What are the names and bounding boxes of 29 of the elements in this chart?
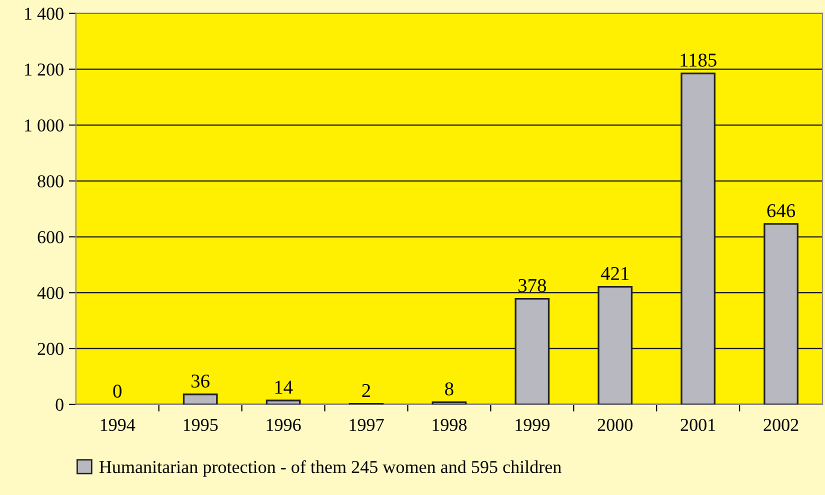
data-label: 2 <box>362 384 370 397</box>
data-label: 36 <box>192 374 210 388</box>
data-label: 421 <box>600 267 629 280</box>
y-tick-label: 800 <box>38 175 64 188</box>
x-tick-label: 2002 <box>764 418 798 432</box>
data-label: 646 <box>767 204 796 218</box>
bar <box>182 394 218 404</box>
legend-label: Humanitarian protection - of them 245 women and 595 children <box>99 460 562 477</box>
y-tick-label: 0 <box>56 398 64 411</box>
y-tick-label: 1 000 <box>25 119 64 132</box>
x-tick-label: 1994 <box>100 418 136 432</box>
y-tick-label: 1 200 <box>25 63 64 76</box>
data-label: 14 <box>275 380 293 394</box>
y-tick-label: 600 <box>38 231 64 244</box>
y-tick-label: 200 <box>38 342 64 355</box>
data-label: 1185 <box>680 54 716 67</box>
y-tick-label: 400 <box>37 286 64 300</box>
data-label: 0 <box>113 384 122 398</box>
x-tick-label: 1999 <box>516 418 550 432</box>
y-tick-label: 1 400 <box>25 8 64 20</box>
x-tick-label: 1997 <box>350 418 384 432</box>
x-tick-label: 2000 <box>598 418 632 432</box>
x-tick-label: 2001 <box>680 418 716 432</box>
x-tick-label: 1996 <box>266 418 301 432</box>
data-label: 8 <box>445 382 454 396</box>
data-label: 378 <box>518 278 546 292</box>
bar <box>266 400 301 404</box>
x-tick-label: 1995 <box>184 418 218 432</box>
x-tick-label: 1998 <box>432 418 467 432</box>
